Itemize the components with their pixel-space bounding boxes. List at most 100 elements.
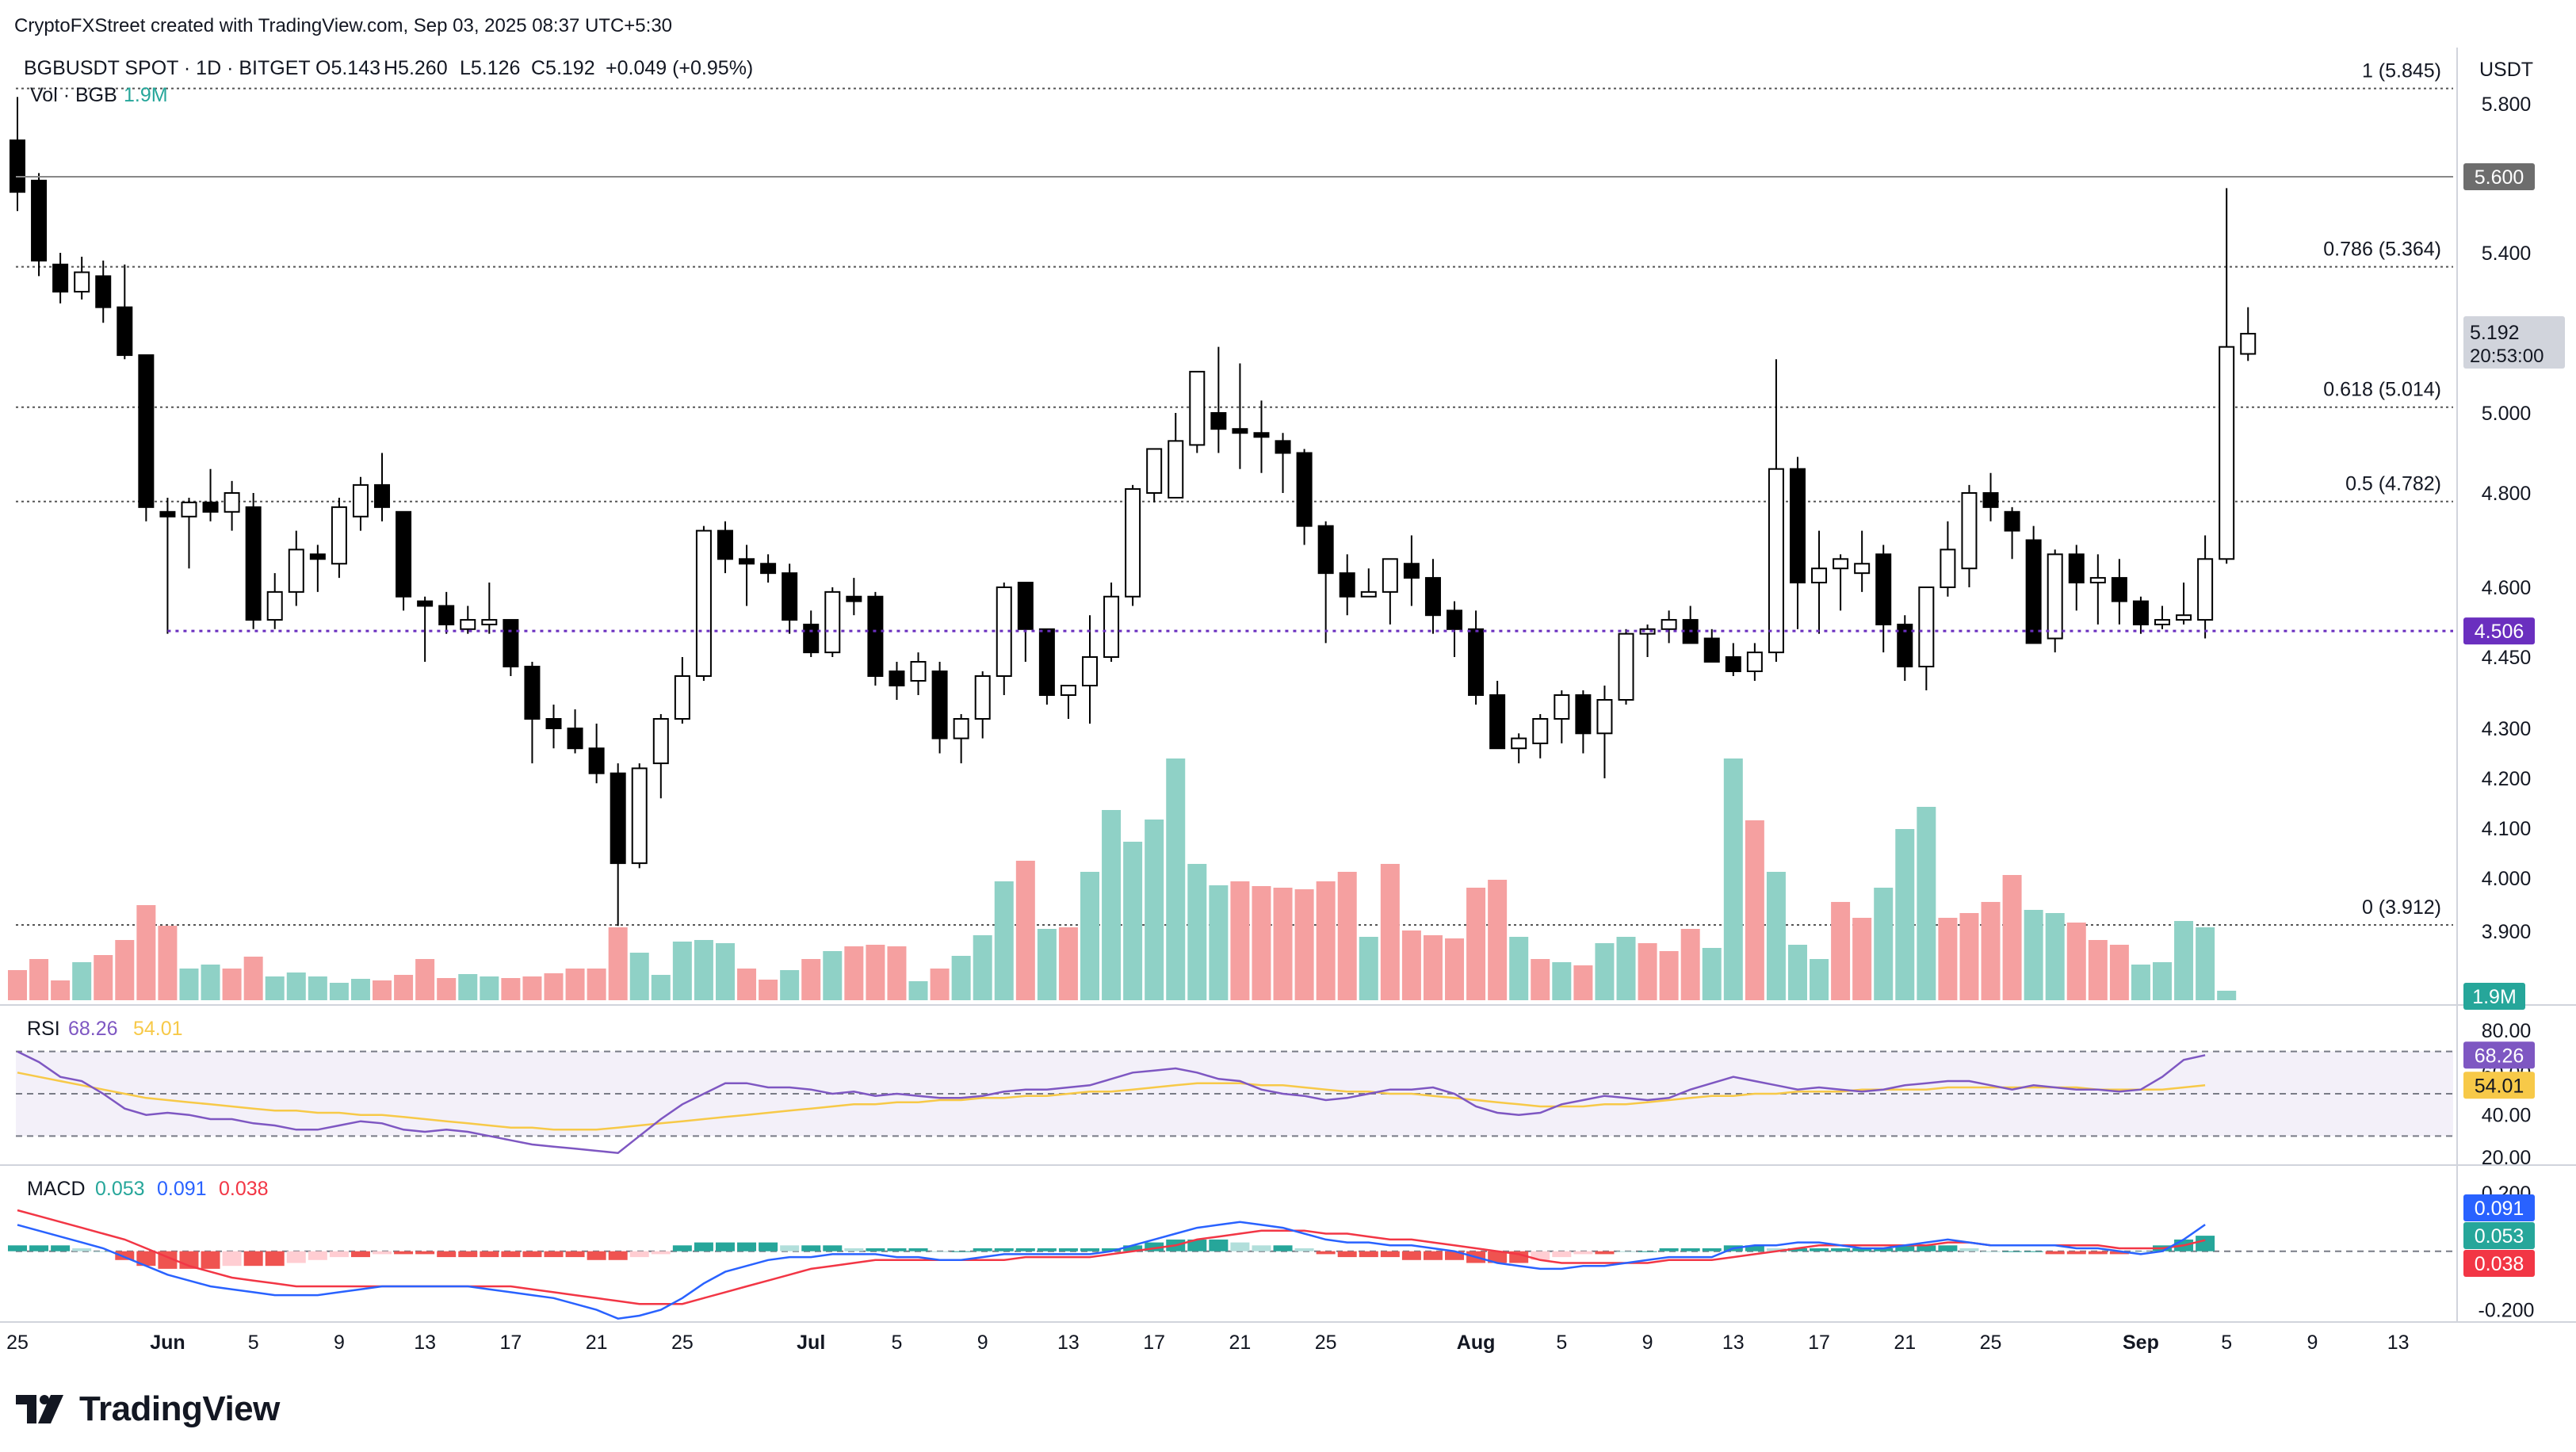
candle-body	[245, 506, 262, 621]
candle-body	[674, 675, 690, 720]
macd-histogram-bar	[2088, 1251, 2108, 1255]
macd-histogram-bar	[2002, 1251, 2022, 1252]
candle-body	[631, 767, 648, 865]
fib-label: 0.618 (5.014)	[2323, 379, 2441, 401]
macd-histogram-bar	[1294, 1248, 1314, 1251]
date-tick-label: 25	[1980, 1332, 2002, 1354]
volume-bar	[158, 926, 178, 1000]
date-tick-label: 21	[1229, 1332, 1252, 1354]
candlesticks[interactable]	[10, 97, 2257, 927]
macd-histogram-bar	[1145, 1242, 1164, 1251]
volume-bar	[1102, 810, 1122, 1000]
macd-histogram-bar	[651, 1251, 671, 1255]
volume-bar	[373, 980, 392, 1000]
price-axis[interactable]: 5.800 5.400 5.000 4.800 4.600 4.450 4.300 4.200…	[2463, 94, 2565, 1010]
credit-text: CryptoFXStreet created with TradingView.…	[14, 15, 672, 36]
candle-body	[481, 619, 498, 625]
volume-bar	[394, 975, 414, 1000]
candle-body	[52, 263, 69, 293]
macd-pane[interactable]: MACD 0.053 0.091 0.038 0.200-0.2000.0910.053…	[8, 1178, 2535, 1322]
macd-histogram-bar	[201, 1251, 220, 1269]
macd-histogram-bar	[1252, 1245, 1271, 1251]
candle-body	[824, 590, 841, 654]
fibonacci-levels: 1 (5.845) 0.786 (5.364) 0.618 (5.014) 0.5 (…	[16, 60, 2453, 926]
candle-body	[1447, 609, 1463, 630]
volume-bar	[1401, 930, 1421, 1000]
volume-bar	[823, 951, 843, 1000]
macd-histogram-bar	[2045, 1251, 2065, 1255]
macd-histogram-bar	[1874, 1248, 1894, 1251]
volume-bar	[1680, 929, 1700, 1000]
candle-body	[717, 529, 733, 560]
volume-bar	[1359, 937, 1378, 1000]
candle-body	[224, 492, 240, 513]
macd-histogram-bar	[222, 1251, 242, 1267]
macd-histogram-bar	[759, 1242, 778, 1251]
macd-histogram-bar	[1337, 1251, 1357, 1258]
candle-body	[1768, 468, 1784, 654]
macd-histogram-bar	[501, 1251, 521, 1258]
volume-bar	[1145, 820, 1164, 1000]
candle-body	[1511, 737, 1527, 750]
volume-legend-value: 1.9M	[124, 84, 168, 106]
date-tick-label: Jun	[150, 1332, 185, 1354]
macd-histogram-bar	[1981, 1251, 2001, 1252]
candle-body	[1789, 468, 1806, 584]
candle-body	[1253, 432, 1270, 438]
volume-bar	[1917, 807, 1936, 1000]
currency-label[interactable]: USDT	[2479, 59, 2533, 81]
candle-body	[31, 179, 48, 262]
candle-body	[1596, 699, 1613, 735]
date-tick-label: 5	[2221, 1332, 2232, 1354]
candle-body	[1746, 651, 1763, 673]
candle-body	[974, 675, 991, 720]
candle-body	[1232, 428, 1248, 434]
candle-body	[1489, 694, 1506, 750]
macd-histogram-bar	[136, 1251, 156, 1267]
macd-label: MACD	[27, 1178, 86, 1200]
date-tick-label: 9	[334, 1332, 345, 1354]
candle-body	[1897, 623, 1913, 668]
price-tick-label: 4.000	[2482, 868, 2532, 890]
volume-bar	[115, 940, 135, 1000]
candle-body	[1339, 572, 1355, 598]
macd-histogram-bar	[823, 1245, 843, 1251]
candle-body	[331, 506, 347, 565]
candle-body	[739, 558, 755, 565]
tradingview-logo[interactable]: TradingView	[16, 1385, 280, 1433]
candle-body	[1296, 452, 1313, 527]
volume-bar	[522, 976, 542, 1000]
candle-body	[438, 605, 455, 625]
candle-body	[1961, 492, 1978, 570]
volume-bar	[780, 970, 800, 1000]
macd-histogram-bar	[51, 1245, 71, 1251]
price-tick-label: 4.600	[2482, 577, 2532, 599]
volume-bar	[1810, 959, 1829, 1000]
date-axis[interactable]: 25 Jun 5 9 13 17 21 25 Jul 5 9 13 17 21 25 Aug 5 9 13 17 21 2…	[6, 1332, 2409, 1354]
last-price-tag	[2463, 316, 2565, 369]
macd-histogram-bar	[544, 1251, 564, 1258]
date-tick-label: 5	[248, 1332, 259, 1354]
volume-bar	[908, 981, 928, 1000]
rsi-pane[interactable]: RSI68.2654.0180.0060.0040.0020.0068.2654…	[16, 1018, 2535, 1169]
candle-body	[1146, 448, 1163, 495]
volume-bar	[2153, 962, 2172, 1000]
macd-value-tag	[2463, 1194, 2535, 1221]
volume-bar	[1831, 902, 1851, 1000]
macd-histogram-bar	[350, 1251, 370, 1258]
volume-bar	[329, 983, 349, 1000]
volume-bar	[994, 881, 1014, 1000]
candle-body	[1168, 440, 1184, 499]
price-tick-label: 4.300	[2482, 718, 2532, 740]
macd-histogram-bar	[458, 1251, 478, 1258]
candle-body	[1639, 628, 1656, 635]
price-tick-label: 4.100	[2482, 818, 2532, 840]
volume-bar	[1037, 929, 1057, 1000]
candle-body	[309, 553, 326, 560]
macd-histogram-bar	[1445, 1251, 1465, 1260]
candle-body	[1875, 553, 1892, 625]
candle-body	[652, 718, 669, 765]
macd-histogram-bar	[1080, 1248, 1099, 1251]
volume-bar	[201, 965, 220, 1000]
